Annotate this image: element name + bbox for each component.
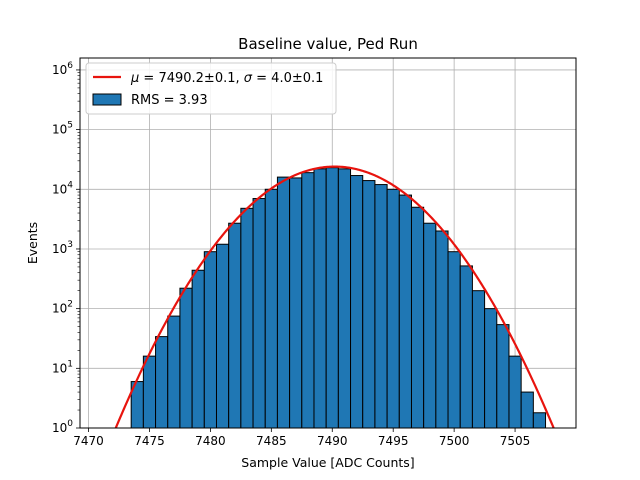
histogram-bar bbox=[532, 412, 547, 429]
x-tick-label: 7505 bbox=[500, 434, 531, 448]
fit-curve bbox=[114, 165, 555, 428]
histogram-bar bbox=[325, 167, 339, 429]
histogram-bar bbox=[179, 287, 193, 429]
histogram-bar bbox=[447, 251, 461, 429]
histogram-bar bbox=[459, 265, 473, 429]
chart-title: Baseline value, Ped Run bbox=[238, 35, 418, 53]
histogram-bar bbox=[276, 176, 291, 429]
histogram-bar bbox=[350, 175, 364, 429]
y-axis-ticks: 100 101 102 103 104 105 106 bbox=[52, 61, 80, 435]
x-tick-label: 7495 bbox=[378, 434, 409, 448]
histogram-bar bbox=[496, 324, 510, 429]
x-tick-label: 7500 bbox=[439, 434, 470, 448]
histogram-bar bbox=[215, 243, 230, 429]
histogram-bar bbox=[264, 188, 278, 429]
x-tick-label: 7470 bbox=[73, 434, 104, 448]
histogram-bar bbox=[337, 168, 352, 429]
histogram-bar bbox=[252, 198, 266, 429]
fit-curve-group bbox=[114, 165, 555, 428]
legend-sigma-value: = 4.0±0.1 bbox=[252, 71, 323, 86]
histogram-bar bbox=[155, 336, 169, 429]
histogram-bars bbox=[130, 167, 547, 429]
y-tick-label: 100 bbox=[52, 419, 73, 435]
histogram-bar bbox=[410, 206, 425, 429]
x-axis-ticks: 7470 7475 7480 7485 7490 7495 7500 7505 bbox=[73, 428, 530, 448]
histogram-bar bbox=[167, 315, 181, 429]
y-tick-label: 101 bbox=[52, 359, 73, 375]
x-tick-label: 7475 bbox=[134, 434, 165, 448]
histogram-bar bbox=[228, 222, 242, 429]
legend-histogram-swatch bbox=[92, 93, 122, 106]
legend-mu-value: = 7490.2±0.1, bbox=[139, 71, 243, 86]
legend: μ = 7490.2±0.1, σ = 4.0±0.1 RMS = 3.93 bbox=[85, 62, 337, 115]
histogram-bar bbox=[374, 184, 388, 429]
histogram-bar bbox=[301, 172, 315, 429]
y-tick-label: 105 bbox=[52, 121, 73, 137]
y-tick-label: 106 bbox=[52, 61, 73, 77]
histogram-bar bbox=[484, 308, 498, 429]
histogram-bar bbox=[508, 355, 522, 429]
histogram-bar bbox=[471, 290, 486, 429]
legend-mu-symbol: μ bbox=[130, 71, 139, 86]
x-tick-label: 7480 bbox=[195, 434, 226, 448]
legend-fit-label: μ = 7490.2±0.1, σ = 4.0±0.1 bbox=[130, 71, 323, 86]
histogram-bar bbox=[240, 207, 254, 429]
y-axis-label: Events bbox=[25, 222, 40, 264]
histogram-bar bbox=[423, 222, 437, 429]
histogram-bar bbox=[142, 355, 157, 429]
histogram-bar bbox=[398, 194, 412, 429]
legend-sigma-symbol: σ bbox=[244, 71, 253, 86]
x-tick-label: 7490 bbox=[317, 434, 348, 448]
legend-histogram-label: RMS = 3.93 bbox=[131, 93, 208, 108]
legend-box bbox=[85, 62, 337, 115]
histogram-bar bbox=[289, 177, 303, 429]
histogram-bar bbox=[313, 168, 327, 429]
histogram-bar bbox=[435, 230, 449, 429]
histogram-bar bbox=[386, 188, 400, 429]
histogram-bar bbox=[191, 269, 205, 429]
histogram-bar bbox=[362, 180, 376, 429]
histogram-bar bbox=[520, 391, 534, 429]
plot-frame bbox=[79, 57, 577, 429]
histogram-bar bbox=[203, 251, 217, 429]
y-tick-label: 102 bbox=[52, 300, 73, 316]
x-tick-label: 7485 bbox=[256, 434, 287, 448]
y-tick-label: 103 bbox=[52, 240, 73, 256]
x-axis-label: Sample Value [ADC Counts] bbox=[241, 455, 414, 470]
y-tick-label: 104 bbox=[52, 180, 73, 196]
